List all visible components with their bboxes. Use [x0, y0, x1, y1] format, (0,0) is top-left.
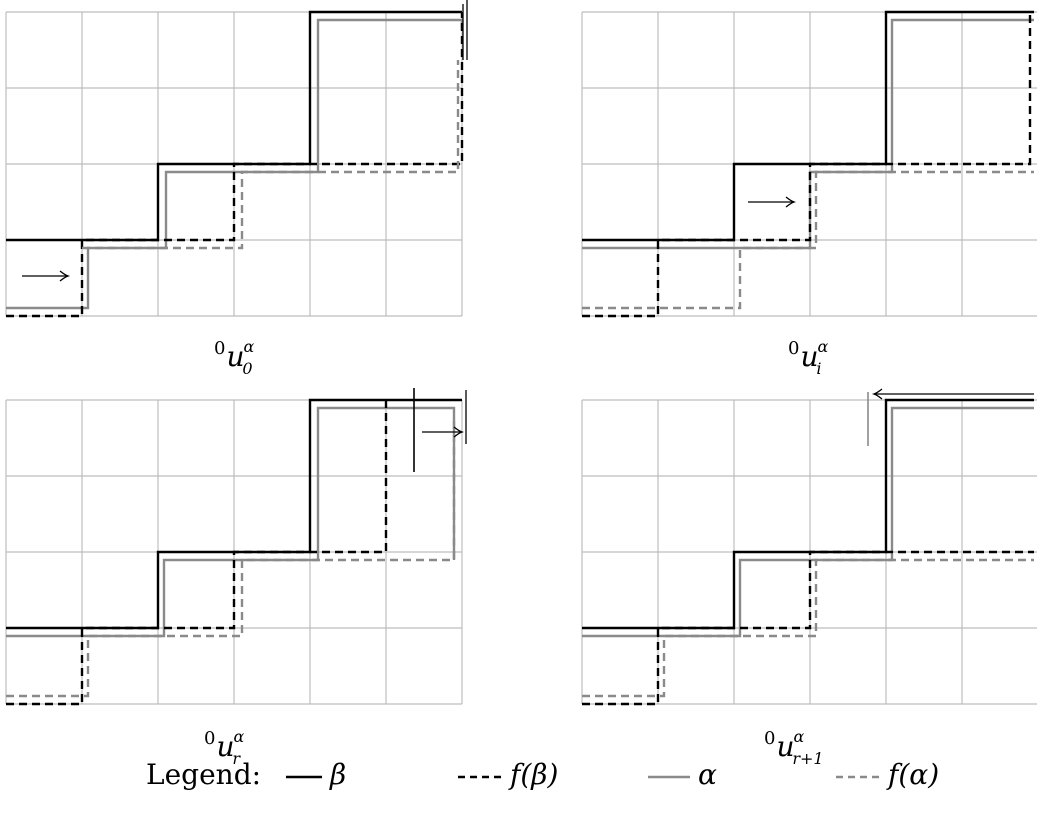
panel1-arrow-head	[59, 270, 71, 282]
panel4-alpha-path	[582, 406, 1034, 638]
legend-item-beta: β	[286, 758, 346, 791]
panel2-alpha-path	[582, 18, 1034, 250]
legend-swatch-beta	[286, 775, 322, 778]
legend-item-alpha: α	[648, 758, 717, 791]
panel4-beta-path	[582, 398, 1034, 630]
panel4-f-alpha-path	[582, 558, 1034, 698]
caption-panel-1: 0uα0	[214, 337, 255, 378]
legend-title: Legend:	[146, 758, 262, 791]
panel2-f-beta-path	[582, 12, 1032, 318]
caption-panel-3: 0uαr	[204, 727, 245, 768]
panel3-f-beta-path	[6, 400, 388, 706]
panel3-arrow-head	[453, 426, 465, 438]
legend-item-f-alpha: f(α)	[836, 758, 939, 791]
panel4-arrow-head	[871, 388, 883, 400]
legend-item-f-beta: f(β)	[458, 758, 558, 791]
legend-swatch-f-beta	[458, 775, 502, 778]
panel1-alpha-path	[6, 18, 464, 310]
panel4-f-beta-path	[582, 550, 1034, 706]
caption-panel-4: 0uαr+1	[764, 727, 824, 768]
panel3-f-alpha-path	[6, 420, 456, 698]
caption-panel-2: 0uαi	[788, 337, 829, 378]
legend-swatch-f-alpha	[836, 775, 880, 778]
panel2-beta-path	[582, 10, 1034, 242]
legend-swatch-alpha	[648, 775, 690, 778]
panel1-f-alpha-path	[82, 60, 460, 250]
panel2-arrow-head	[785, 196, 797, 208]
panel1-f-beta-path	[6, 12, 464, 318]
panel2-f-alpha-path	[582, 170, 1034, 310]
